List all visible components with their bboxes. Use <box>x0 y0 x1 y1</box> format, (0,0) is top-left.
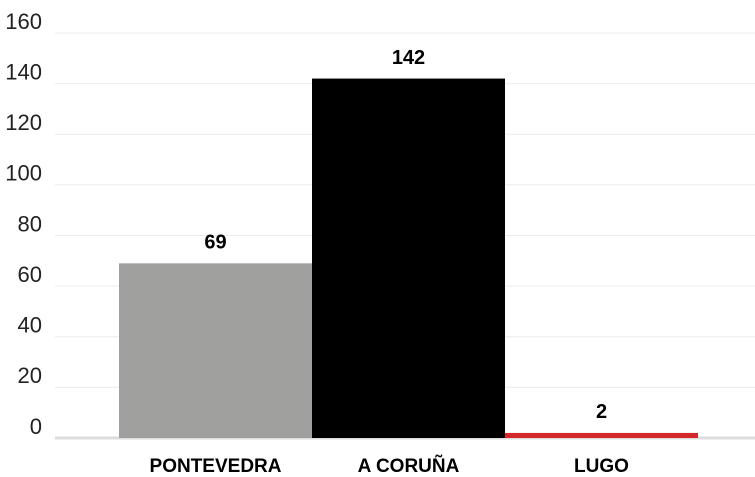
x-tick-label: A CORUÑA <box>358 455 460 477</box>
y-tick-label: 60 <box>18 262 42 287</box>
x-tick-label: LUGO <box>574 456 629 477</box>
y-tick-label: 80 <box>18 211 42 236</box>
y-tick-label: 20 <box>18 363 42 388</box>
value-label: 2 <box>596 401 607 423</box>
bar <box>119 263 312 438</box>
y-tick-label: 100 <box>5 161 42 186</box>
bar <box>505 432 698 438</box>
bar <box>312 78 505 438</box>
y-tick-label: 160 <box>5 9 42 34</box>
value-label: 69 <box>204 232 226 254</box>
y-tick-label: 40 <box>18 313 42 338</box>
x-tick-label: PONTEVEDRA <box>150 456 282 477</box>
y-tick-label: 140 <box>5 59 42 84</box>
value-label: 142 <box>392 47 425 69</box>
y-tick-label: 0 <box>30 414 42 439</box>
y-tick-label: 120 <box>5 110 42 135</box>
